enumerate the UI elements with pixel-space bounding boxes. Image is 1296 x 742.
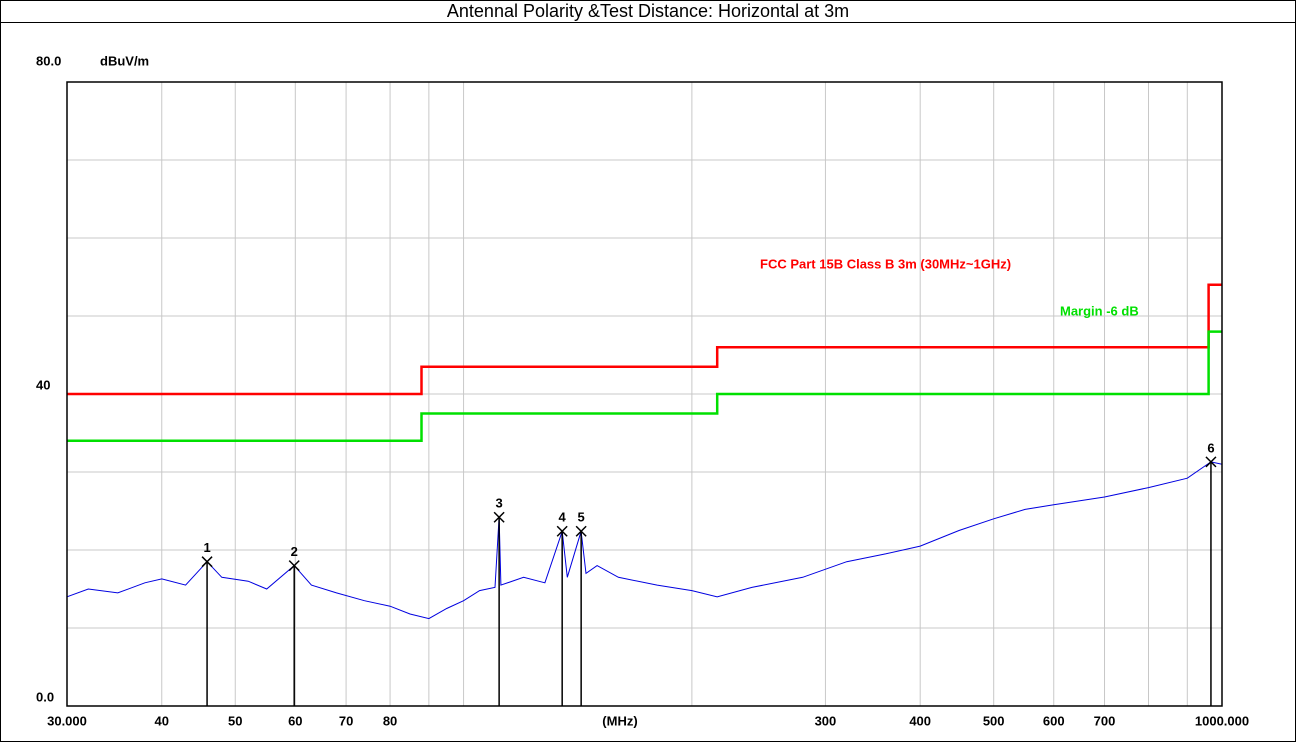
marker-label: 2 [291, 544, 298, 559]
x-tick-label: 70 [339, 713, 353, 728]
marker-label: 5 [578, 510, 585, 525]
series-line [66, 461, 1223, 620]
marker-label: 6 [1207, 440, 1214, 455]
plot-border [66, 81, 1223, 707]
x-tick-label: 500 [983, 713, 1005, 728]
series-line [67, 330, 1222, 443]
marker-x [556, 525, 568, 537]
x-tick-label: 300 [815, 713, 837, 728]
x-tick-label: 80 [383, 713, 397, 728]
series-line [67, 283, 1222, 396]
chart-title: Antennal Polarity &Test Distance: Horizo… [447, 1, 849, 21]
marker-x [1205, 456, 1217, 468]
x-tick-label: 400 [909, 713, 931, 728]
marker-x [493, 511, 505, 523]
y-tick-label: 40 [36, 377, 50, 392]
x-tick-label: 60 [288, 713, 302, 728]
marker-x [288, 560, 300, 572]
x-axis-label: (MHz) [602, 713, 637, 728]
x-tick-label: 600 [1043, 713, 1065, 728]
marker-label: 4 [559, 510, 567, 525]
marker-label: 1 [203, 540, 210, 555]
x-tick-label: 30.000 [47, 713, 87, 728]
y-tick-label: 80.0 [36, 53, 61, 68]
x-tick-label: 50 [228, 713, 242, 728]
marker-label: 3 [496, 496, 503, 511]
y-tick-label: 0.0 [36, 689, 54, 704]
legend-label: FCC Part 15B Class B 3m (30MHz~1GHz) [760, 256, 1011, 271]
x-tick-label: 40 [155, 713, 169, 728]
y-axis-label: dBuV/m [100, 53, 149, 68]
marker-x [575, 525, 587, 537]
legend-label: Margin -6 dB [1060, 303, 1139, 318]
plot [66, 283, 1223, 706]
marker-x [201, 556, 213, 568]
x-tick-label: 1000.000 [1195, 713, 1249, 728]
x-tick-label: 700 [1094, 713, 1116, 728]
